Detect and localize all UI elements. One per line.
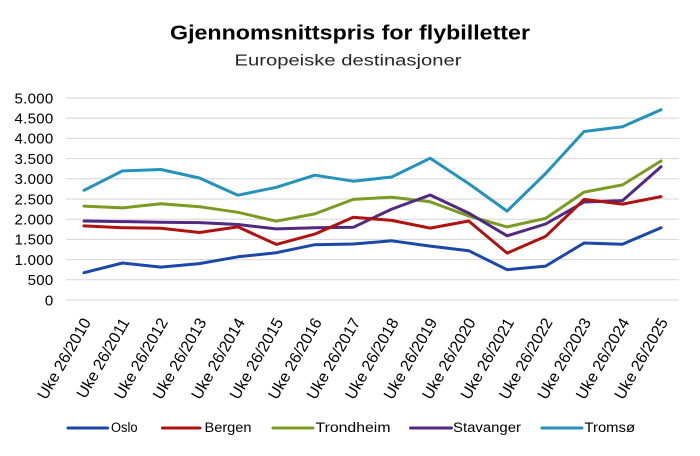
svg-text:4.500: 4.500 (14, 111, 53, 128)
svg-text:Stavanger: Stavanger (453, 420, 522, 435)
svg-text:Oslo: Oslo (111, 420, 138, 435)
svg-text:3.000: 3.000 (14, 171, 53, 188)
svg-text:Europeiske destinasjoner: Europeiske destinasjoner (235, 52, 462, 69)
svg-text:Gjennomsnittspris for flybille: Gjennomsnittspris for flybilletter (170, 23, 530, 45)
svg-text:4.000: 4.000 (14, 131, 53, 148)
svg-text:2.500: 2.500 (14, 191, 53, 208)
svg-text:500: 500 (28, 272, 54, 289)
svg-text:1.500: 1.500 (14, 232, 53, 249)
svg-text:Tromsø: Tromsø (585, 420, 636, 435)
svg-text:Bergen: Bergen (205, 420, 252, 435)
svg-text:Trondheim: Trondheim (316, 420, 391, 435)
svg-text:3.500: 3.500 (14, 151, 53, 168)
svg-text:2.000: 2.000 (14, 212, 53, 229)
svg-text:1.000: 1.000 (14, 252, 53, 269)
svg-text:5.000: 5.000 (14, 90, 53, 107)
svg-text:0: 0 (45, 292, 54, 309)
